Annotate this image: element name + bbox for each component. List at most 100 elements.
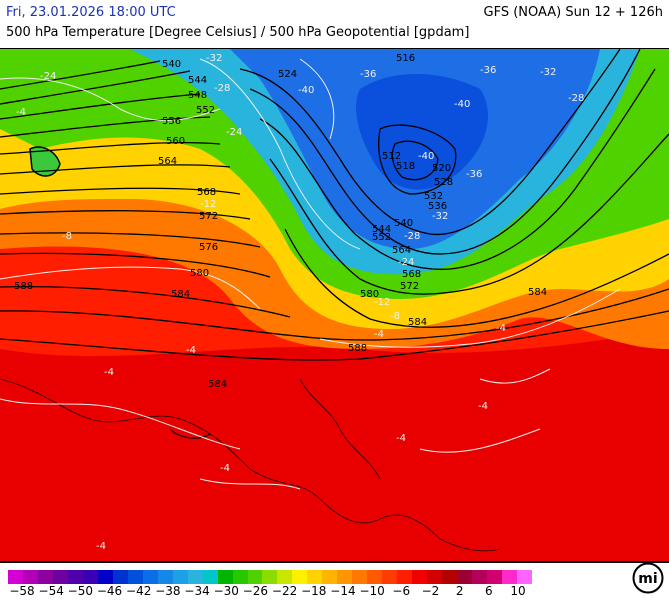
temp-label: -28	[404, 231, 420, 242]
colorbar-swatch	[472, 570, 487, 584]
temp-label: -8	[62, 231, 72, 242]
coastline-arabia	[299, 378, 381, 480]
temp-label: -40	[418, 151, 434, 162]
colorbar-tick-label: 6	[484, 584, 493, 598]
geo-label: 540	[162, 59, 181, 70]
colorbar-swatch	[127, 570, 143, 584]
temp-label: -40	[454, 99, 470, 110]
south-warm-field	[0, 329, 669, 561]
temp-label: -8	[390, 311, 400, 322]
temp-label: -4	[374, 329, 384, 340]
geo-label: 584	[408, 317, 427, 328]
colorbar-swatch	[367, 570, 383, 584]
geo-label: 528	[434, 177, 453, 188]
geo-label: 584	[528, 287, 547, 298]
closed-low-contour	[29, 146, 61, 177]
chart-title: 500 hPa Temperature [Degree Celsius] / 5…	[6, 25, 470, 40]
geo-label: 518	[396, 161, 415, 172]
colorbar-tick-label: −38	[155, 584, 181, 598]
geo-label: 588	[348, 343, 367, 354]
colorbar-tick-labels: −58 −54 −50 −46 −42 −38 −34 −30 −26 −22 −18 −14 −10−…	[0, 584, 560, 600]
header-row-2: 500 hPa Temperature [Degree Celsius] / 5…	[0, 25, 669, 43]
colorbar-tick-label: −6	[392, 584, 411, 598]
temp-label: -28	[568, 93, 584, 104]
colorbar-tick-label: −22	[271, 584, 298, 598]
colorbar-swatch	[172, 570, 188, 584]
geo-label: 568	[197, 187, 216, 198]
geo-label: 556	[162, 116, 181, 127]
geo-label: 588	[14, 281, 33, 292]
colorbar-swatch	[457, 570, 473, 584]
colorbar-swatch	[292, 570, 308, 584]
colorbar-swatch	[337, 570, 353, 584]
temp-label: -40	[298, 85, 314, 96]
header-row-1: Fri, 23.01.2026 18:00 UTC GFS (NOAA) Sun…	[0, 5, 669, 23]
geo-label: 564	[392, 245, 411, 256]
colorbar-tick-label: −46	[96, 584, 123, 598]
colorbar-swatch	[397, 570, 413, 584]
colorbar-swatch	[382, 570, 398, 584]
geopotential-label-group: 540 544 548 552 556 560 564 568 572 576 …	[14, 53, 547, 390]
temp-label: -4	[396, 433, 406, 444]
temp-label: -4	[496, 323, 506, 334]
temp-label: -24	[40, 71, 56, 82]
colorbar-swatch	[112, 570, 128, 584]
temp-label: -36	[480, 65, 496, 76]
colorbar-tick-label: 2	[455, 584, 464, 598]
geo-label: 536	[428, 201, 447, 212]
temp-label: -4	[96, 541, 106, 552]
colorbar-swatch	[501, 570, 517, 584]
geo-label: 580	[360, 289, 379, 300]
colorbar-swatch	[202, 570, 218, 584]
geo-label: 568	[402, 269, 421, 280]
colorbar-tick-label: −58	[9, 584, 35, 598]
map-svg: 540 544 548 552 556 560 564 568 572 576 …	[0, 49, 669, 561]
colorbar-swatch	[277, 570, 293, 584]
temp-label: -36	[466, 169, 482, 180]
colorbar-swatch	[232, 570, 248, 584]
geo-label: 540	[394, 218, 413, 229]
geo-label: 576	[199, 242, 218, 253]
weather-map[interactable]: 540 544 548 552 556 560 564 568 572 576 …	[0, 48, 669, 563]
colorbar-swatch	[217, 570, 233, 584]
colorbar-swatch	[322, 570, 338, 584]
colorbar-tick-label: −30	[213, 584, 239, 598]
colorbar-swatch	[307, 570, 323, 584]
geo-label: 532	[424, 191, 443, 202]
model-run: GFS (NOAA) Sun 12 + 126h	[483, 5, 663, 20]
geo-label: 560	[166, 136, 185, 147]
geo-label: 552	[196, 105, 215, 116]
colorbar-swatch	[82, 570, 98, 584]
colorbar-swatch	[37, 570, 53, 584]
colorbar-swatch	[516, 570, 532, 584]
colorbar-tick-label: −50	[67, 584, 94, 598]
geo-label: 580	[190, 268, 209, 279]
lake-outline	[169, 428, 211, 439]
temp-label: -32	[540, 67, 556, 78]
colorbar-tick-label: −42	[126, 584, 152, 598]
colorbar-swatch	[157, 570, 173, 584]
temp-label: -4	[186, 345, 196, 356]
temp-label: -24	[226, 127, 242, 138]
geo-label: 512	[382, 151, 401, 162]
temp-label: -12	[374, 297, 390, 308]
colorbar-tick-label: 10	[510, 584, 526, 598]
colorbar-swatch	[442, 570, 458, 584]
meteologix-logo-icon: mi	[632, 562, 664, 594]
colorbar-swatch	[67, 570, 83, 584]
colorbar-swatch	[427, 570, 443, 584]
temperature-colorbar	[8, 570, 532, 584]
geo-label: 520	[432, 163, 451, 174]
colorbar-swatch	[187, 570, 203, 584]
geo-label: 516	[396, 53, 415, 64]
colorbar-swatch	[142, 570, 158, 584]
colorbar-swatch	[412, 570, 428, 584]
colorbar-swatch	[97, 570, 113, 584]
coastline-south	[0, 378, 501, 552]
colorbar-swatch	[247, 570, 263, 584]
geo-label: 544	[372, 224, 391, 235]
colorbar-swatch	[52, 570, 68, 584]
colorbar-tick-label: −18	[301, 584, 327, 598]
temp-label: -4	[104, 367, 114, 378]
geopotential-contours	[0, 49, 669, 361]
